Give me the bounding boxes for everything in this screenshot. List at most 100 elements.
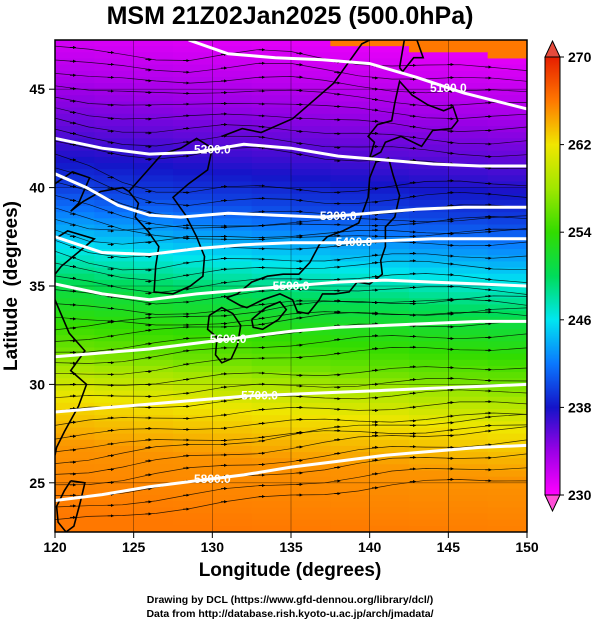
- field-cell: [330, 138, 371, 146]
- field-cell: [369, 445, 410, 453]
- field-cell: [291, 495, 331, 502]
- field-cell: [133, 206, 174, 213]
- field-cell: [369, 458, 410, 465]
- field-cell: [330, 236, 371, 244]
- field-cell: [448, 212, 489, 219]
- field-cell: [55, 64, 95, 72]
- field-cell: [448, 415, 489, 422]
- field-cell: [251, 199, 292, 207]
- field-cell: [133, 119, 174, 127]
- field-cell: [94, 163, 135, 170]
- field-cell: [133, 409, 174, 416]
- field-cell: [369, 329, 410, 336]
- field-cell: [369, 175, 410, 183]
- field-cell: [212, 187, 253, 195]
- streamline: [55, 107, 527, 132]
- field-cell: [55, 525, 95, 532]
- field-cell: [487, 279, 527, 287]
- field-cell: [448, 433, 489, 441]
- field-cell: [409, 255, 449, 262]
- field-cell: [173, 415, 213, 422]
- field-cell: [55, 439, 95, 447]
- field-cell: [173, 445, 213, 453]
- field-cell: [291, 445, 331, 453]
- field-cell: [55, 396, 95, 404]
- field-cell: [94, 458, 135, 465]
- field-cell: [448, 64, 489, 72]
- field-cell: [369, 525, 410, 532]
- credit-data: Data from http://database.rish.kyoto-u.a…: [146, 608, 433, 620]
- field-cell: [330, 464, 371, 472]
- field-cell: [133, 452, 174, 459]
- field-cell: [251, 396, 292, 404]
- field-cell: [94, 476, 135, 484]
- field-cell: [251, 218, 292, 226]
- field-cell: [369, 76, 410, 84]
- field-cell: [487, 58, 527, 66]
- field-cell: [94, 279, 135, 287]
- field-cell: [173, 482, 213, 490]
- field-cell: [173, 199, 213, 207]
- field-cell: [409, 175, 449, 183]
- field-cell: [330, 175, 371, 183]
- streamline: [55, 389, 527, 412]
- streamline: [55, 181, 527, 218]
- field-cell: [409, 144, 449, 152]
- field-cell: [330, 445, 371, 453]
- field-cell: [448, 353, 489, 361]
- field-cell: [291, 402, 331, 410]
- field-cell: [94, 427, 135, 435]
- field-cell: [94, 304, 135, 312]
- field-cell: [448, 58, 489, 66]
- field-cell: [55, 452, 95, 459]
- field-cell: [409, 402, 449, 410]
- field-cell: [369, 181, 410, 189]
- field-cell: [330, 421, 371, 429]
- field-cell: [94, 439, 135, 447]
- field-cell: [487, 372, 527, 379]
- field-cell: [448, 267, 489, 275]
- field-cell: [94, 464, 135, 472]
- field-cell: [251, 107, 292, 115]
- field-cell: [291, 64, 331, 72]
- field-cell: [487, 193, 527, 201]
- field-cell: [212, 347, 253, 355]
- x-tick-label: 120: [43, 539, 67, 555]
- field-cell: [251, 470, 292, 478]
- field-cell: [94, 64, 135, 72]
- field-cell: [212, 236, 253, 244]
- field-cell: [448, 249, 489, 256]
- field-cell: [409, 525, 449, 532]
- field-cell: [173, 304, 213, 312]
- field-cell: [173, 46, 213, 53]
- field-cell: [330, 409, 371, 416]
- field-cell: [212, 415, 253, 422]
- field-cell: [487, 433, 527, 441]
- field-cell: [173, 138, 213, 146]
- field-cell: [94, 273, 135, 281]
- field-cell: [487, 126, 527, 133]
- field-cell: [94, 433, 135, 441]
- field-cell: [251, 347, 292, 355]
- field-cell: [173, 525, 213, 532]
- field-cell: [251, 169, 292, 176]
- field-cell: [291, 304, 331, 312]
- field-cell: [173, 187, 213, 195]
- field-cell: [291, 107, 331, 115]
- field-cell: [94, 519, 135, 527]
- field-cell: [487, 175, 527, 183]
- field-cell: [212, 156, 253, 164]
- field-cell: [173, 249, 213, 256]
- contour-label: 5100.0: [430, 81, 467, 95]
- field-cell: [448, 519, 489, 527]
- field-cell: [291, 40, 331, 47]
- field-cell: [369, 163, 410, 170]
- field-cell: [55, 46, 95, 53]
- field-cell: [291, 378, 331, 385]
- field-cell: [369, 101, 410, 109]
- field-cell: [173, 433, 213, 441]
- field-cell: [487, 218, 527, 226]
- field-cell: [330, 335, 371, 342]
- field-cell: [448, 206, 489, 213]
- field-cell: [251, 488, 292, 496]
